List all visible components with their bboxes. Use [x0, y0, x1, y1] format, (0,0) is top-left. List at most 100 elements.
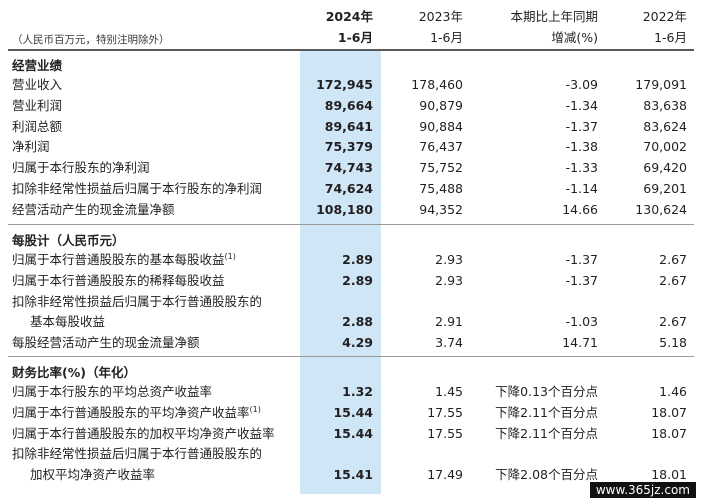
value-2023: 17.49 — [427, 467, 463, 483]
value-change: -1.37 — [565, 252, 598, 267]
header-col-2022-year: 2022年 — [642, 9, 687, 24]
header-col-2023-year: 2023年 — [418, 9, 463, 24]
row-label: 净利润 — [12, 137, 50, 157]
row-label: 归属于本行普通股股东的稀释每股收益 — [12, 271, 225, 291]
value-2022: 70,002 — [643, 139, 687, 155]
row-label: 营业收入 — [12, 75, 62, 95]
section-divider — [8, 356, 694, 357]
footnote-marker: (1) — [249, 404, 261, 414]
value-2023: 2.93 — [435, 272, 463, 288]
header-col-2022-period: 1-6月 — [654, 30, 687, 45]
value-2024: 89,664 — [324, 97, 373, 113]
value-2022: 2.67 — [659, 314, 687, 330]
row-label-text: 归属于本行普通股股东的稀释每股收益 — [12, 272, 225, 288]
value-2023: 2.93 — [435, 252, 463, 267]
row-label: 基本每股收益 — [30, 312, 105, 332]
row-label-text: 归属于本行普通股股东的加权平均净资产收益率 — [12, 425, 275, 441]
row-label: 扣除非经常性损益后归属于本行股东的净利润 — [12, 179, 262, 199]
row-label: 经营活动产生的现金流量净额 — [12, 200, 175, 220]
value-2024: 74,624 — [324, 181, 373, 196]
row-label-text: 归属于本行股东的平均总资产收益率 — [12, 384, 213, 399]
table-row: 加权平均净资产收益率 15.41 17.49 下降2.08个百分点 18.01 — [0, 465, 702, 485]
value-change: -1.37 — [565, 272, 598, 288]
value-change: 下降2.11个百分点 — [495, 425, 598, 441]
row-label: 归属于本行普通股股东的平均净资产收益率(1) — [12, 403, 261, 423]
value-2022: 69,201 — [643, 181, 687, 196]
row-label-text: 利润总额 — [12, 118, 63, 134]
table-row: 归属于本行普通股股东的平均净资产收益率(1) 15.44 17.55 下降2.11个百… — [0, 403, 702, 423]
row-label-text: 净利润 — [12, 139, 50, 155]
value-2022: 130,624 — [635, 201, 687, 217]
header-col-2024-period: 1-6月 — [337, 30, 373, 45]
value-2023: 94,352 — [419, 201, 463, 217]
value-2023: 75,488 — [419, 181, 463, 196]
row-label-text: 基本每股收益 — [30, 314, 106, 330]
row-label-text: 加权平均净资产收益率 — [30, 467, 156, 483]
value-2023: 17.55 — [427, 404, 463, 420]
table-row: 归属于本行股东的净利润 74,743 75,752 -1.33 69,420 — [0, 158, 702, 178]
header-col-change-line2: 增减(%) — [551, 30, 598, 45]
table-row: 扣除非经常性损益后归属于本行普通股股东的 — [0, 292, 702, 312]
value-2023: 90,884 — [419, 118, 463, 134]
row-label-text: 扣除非经常性损益后归属于本行股东的净利润 — [12, 181, 263, 196]
table-row: 净利润 75,379 76,437 -1.38 70,002 — [0, 137, 702, 157]
value-change: -3.09 — [565, 77, 598, 92]
row-label: 每股经营活动产生的现金流量净额 — [12, 333, 200, 353]
value-2023: 178,460 — [411, 77, 463, 92]
value-change: 下降2.11个百分点 — [495, 404, 598, 420]
value-2022: 69,420 — [643, 160, 687, 176]
section-title: 每股计（人民币元） — [12, 233, 125, 248]
row-label: 利润总额 — [12, 117, 62, 137]
footnote-marker: (1) — [224, 251, 236, 261]
value-2022: 18.07 — [651, 425, 687, 441]
row-label-text: 营业收入 — [12, 77, 63, 92]
row-label-text: 扣除非经常性损益后归属于本行普通股股东的 — [12, 446, 263, 462]
row-label: 归属于本行普通股股东的基本每股收益(1) — [12, 250, 236, 270]
value-change: 14.71 — [562, 335, 598, 351]
value-change: -1.03 — [565, 314, 598, 330]
value-2024: 89,641 — [324, 118, 373, 134]
section-divider — [8, 224, 694, 225]
table-row: 经营活动产生的现金流量净额 108,180 94,352 14.66 130,624 — [0, 200, 702, 220]
value-2024: 172,945 — [316, 77, 373, 92]
table-row: 扣除非经常性损益后归属于本行普通股股东的 — [0, 444, 702, 464]
value-2023: 3.74 — [435, 335, 463, 351]
row-label: 加权平均净资产收益率 — [30, 465, 155, 485]
header-col-change-line1: 本期比上年同期 — [510, 9, 598, 24]
table-row: 基本每股收益 2.88 2.91 -1.03 2.67 — [0, 312, 702, 332]
row-label-text: 归属于本行股东的净利润 — [12, 160, 150, 176]
table-row: 归属于本行普通股股东的加权平均净资产收益率 15.44 17.55 下降2.11个百分… — [0, 424, 702, 444]
section-title: 财务比率(%)（年化） — [12, 365, 136, 380]
section-divider — [8, 49, 694, 51]
value-2022: 83,638 — [643, 97, 687, 113]
row-label: 扣除非经常性损益后归属于本行普通股股东的 — [12, 292, 262, 312]
value-2022: 18.07 — [651, 404, 687, 420]
value-change: -1.14 — [565, 181, 598, 196]
row-label-text: 归属于本行普通股股东的基本每股收益 — [12, 252, 225, 267]
table-row: 营业收入 172,945 178,460 -3.09 179,091 — [0, 75, 702, 95]
value-2022: 179,091 — [635, 77, 687, 92]
unit-note: （人民币百万元，特别注明除外） — [12, 34, 170, 46]
table-row: 扣除非经常性损益后归属于本行股东的净利润 74,624 75,488 -1.14 69,… — [0, 179, 702, 199]
table-row: 归属于本行普通股股东的稀释每股收益 2.89 2.93 -1.37 2.67 — [0, 271, 702, 291]
header-col-2024-year: 2024年 — [325, 9, 373, 24]
value-change: -1.37 — [565, 118, 598, 134]
value-2024: 108,180 — [316, 201, 373, 217]
value-change: -1.33 — [565, 160, 598, 176]
table-row: 营业利润 89,664 90,879 -1.34 83,638 — [0, 96, 702, 116]
value-2022: 83,624 — [643, 118, 687, 134]
value-2023: 17.55 — [427, 425, 463, 441]
value-2023: 1.45 — [435, 384, 463, 399]
value-change: 14.66 — [562, 201, 598, 217]
row-label-text: 每股经营活动产生的现金流量净额 — [12, 335, 200, 351]
value-2022: 2.67 — [659, 252, 687, 267]
value-2023: 2.91 — [435, 314, 463, 330]
value-2022: 1.46 — [659, 384, 687, 399]
value-2024: 2.88 — [342, 314, 373, 330]
row-label: 归属于本行普通股股东的加权平均净资产收益率 — [12, 424, 275, 444]
row-label: 扣除非经常性损益后归属于本行普通股股东的 — [12, 444, 262, 464]
row-label: 归属于本行股东的平均总资产收益率 — [12, 382, 212, 402]
value-change: 下降2.08个百分点 — [495, 467, 598, 483]
value-change: -1.34 — [565, 97, 598, 113]
table-row: 每股经营活动产生的现金流量净额 4.29 3.74 14.71 5.18 — [0, 333, 702, 353]
